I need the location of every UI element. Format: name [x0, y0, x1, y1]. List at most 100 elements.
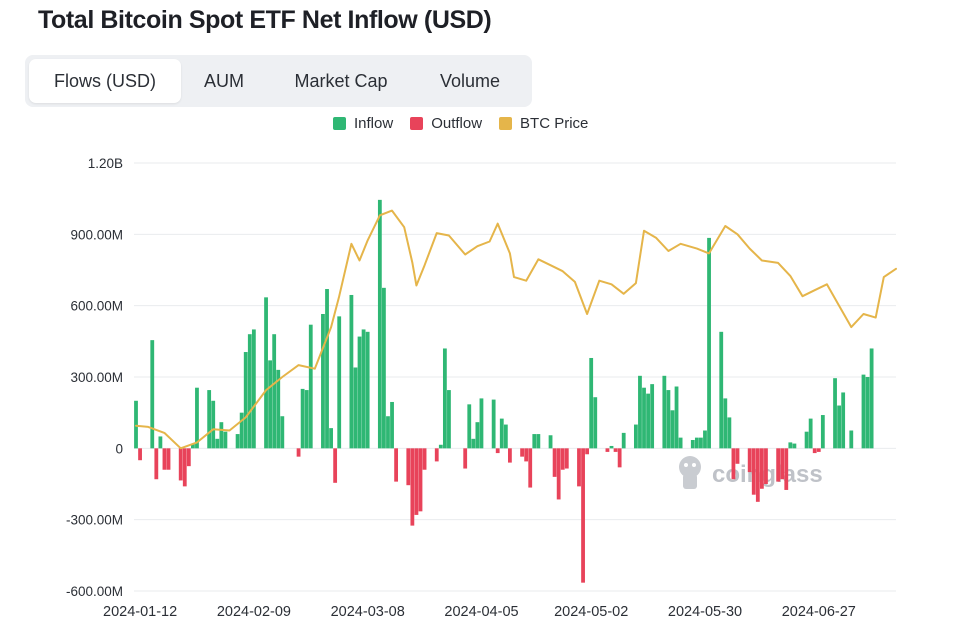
inflow-bar[interactable]	[471, 438, 476, 449]
inflow-bar[interactable]	[638, 375, 642, 449]
inflow-bar[interactable]	[191, 443, 195, 449]
outflow-bar[interactable]	[759, 448, 764, 489]
inflow-bar[interactable]	[678, 437, 683, 449]
inflow-bar[interactable]	[308, 324, 313, 449]
inflow-bar[interactable]	[353, 367, 358, 449]
inflow-bar[interactable]	[723, 398, 728, 449]
inflow-bar[interactable]	[195, 387, 199, 449]
inflow-bar[interactable]	[674, 386, 679, 449]
inflow-bar[interactable]	[382, 287, 386, 449]
inflow-bar[interactable]	[662, 375, 667, 449]
inflow-bar[interactable]	[703, 430, 707, 449]
outflow-bar[interactable]	[564, 448, 569, 469]
outflow-bar[interactable]	[755, 448, 760, 502]
inflow-bar[interactable]	[666, 390, 671, 449]
inflow-bar[interactable]	[690, 440, 695, 449]
inflow-bar[interactable]	[442, 348, 447, 449]
outflow-bar[interactable]	[617, 448, 622, 468]
inflow-bar[interactable]	[589, 357, 594, 449]
legend-inflow[interactable]: Inflow	[333, 115, 393, 132]
outflow-bar[interactable]	[613, 448, 618, 452]
inflow-bar[interactable]	[808, 418, 813, 449]
inflow-bar[interactable]	[438, 444, 443, 449]
inflow-bar[interactable]	[694, 437, 699, 449]
inflow-bar[interactable]	[503, 424, 508, 449]
outflow-bar[interactable]	[585, 448, 590, 455]
outflow-bar[interactable]	[552, 448, 557, 477]
inflow-bar[interactable]	[264, 297, 268, 449]
inflow-bar[interactable]	[325, 289, 329, 449]
legend-outflow[interactable]: Outflow	[410, 115, 482, 132]
outflow-bar[interactable]	[508, 448, 512, 463]
inflow-bar[interactable]	[621, 432, 626, 449]
outflow-bar[interactable]	[556, 448, 561, 500]
inflow-bar[interactable]	[239, 412, 244, 449]
inflow-bar[interactable]	[361, 329, 366, 449]
inflow-bar[interactable]	[865, 377, 870, 449]
inflow-bar[interactable]	[650, 384, 655, 449]
tab-aum[interactable]: AUM	[204, 71, 244, 91]
inflow-bar[interactable]	[215, 438, 220, 449]
inflow-bar[interactable]	[841, 392, 846, 449]
inflow-bar[interactable]	[365, 331, 370, 449]
inflow-bar[interactable]	[670, 410, 675, 449]
inflow-bar[interactable]	[536, 434, 541, 449]
outflow-bar[interactable]	[178, 448, 183, 481]
inflow-bar[interactable]	[390, 401, 394, 449]
inflow-bar[interactable]	[386, 416, 390, 449]
outflow-bar[interactable]	[812, 448, 817, 454]
inflow-bar[interactable]	[532, 434, 537, 449]
outflow-bar[interactable]	[154, 448, 159, 480]
inflow-bar[interactable]	[134, 400, 138, 449]
outflow-bar[interactable]	[735, 448, 740, 464]
outflow-bar[interactable]	[422, 448, 427, 470]
btc-price-line[interactable]	[135, 209, 897, 450]
inflow-bar[interactable]	[820, 415, 825, 449]
inflow-bar[interactable]	[321, 313, 325, 449]
inflow-bar[interactable]	[280, 416, 285, 449]
inflow-bar[interactable]	[223, 431, 228, 449]
inflow-bar[interactable]	[276, 369, 281, 449]
inflow-bar[interactable]	[499, 418, 504, 449]
legend-btc-price[interactable]: BTC Price	[499, 115, 588, 132]
inflow-bar[interactable]	[593, 397, 598, 449]
outflow-bar[interactable]	[528, 448, 533, 488]
inflow-bar[interactable]	[158, 436, 163, 449]
outflow-bar[interactable]	[162, 448, 167, 470]
outflow-bar[interactable]	[581, 448, 585, 583]
outflow-bar[interactable]	[495, 448, 500, 454]
inflow-bar[interactable]	[861, 374, 866, 449]
outflow-bar[interactable]	[186, 448, 191, 467]
tab-market-cap[interactable]: Market Cap	[294, 71, 388, 91]
outflow-bar[interactable]	[418, 448, 423, 512]
outflow-bar[interactable]	[333, 448, 338, 483]
outflow-bar[interactable]	[780, 448, 785, 480]
inflow-bar[interactable]	[329, 428, 333, 449]
inflow-bar[interactable]	[792, 443, 797, 449]
outflow-bar[interactable]	[463, 448, 468, 469]
inflow-bar[interactable]	[837, 405, 841, 449]
inflow-bar[interactable]	[247, 334, 252, 449]
outflow-bar[interactable]	[816, 448, 821, 452]
inflow-bar[interactable]	[833, 378, 837, 449]
inflow-bar[interactable]	[243, 352, 248, 449]
outflow-bar[interactable]	[410, 448, 415, 526]
outflow-bar[interactable]	[166, 448, 171, 470]
outflow-bar[interactable]	[406, 448, 411, 486]
outflow-bar[interactable]	[605, 448, 610, 452]
inflow-bar[interactable]	[869, 348, 874, 449]
outflow-bar[interactable]	[524, 448, 529, 462]
inflow-bar[interactable]	[479, 398, 484, 449]
outflow-bar[interactable]	[784, 448, 789, 490]
inflow-bar[interactable]	[211, 400, 216, 449]
tab-flows[interactable]: Flows (USD)	[29, 59, 181, 103]
outflow-bar[interactable]	[296, 448, 301, 457]
outflow-bar[interactable]	[731, 448, 736, 480]
inflow-bar[interactable]	[699, 437, 703, 449]
inflow-bar[interactable]	[633, 424, 638, 449]
inflow-bar[interactable]	[788, 442, 793, 449]
inflow-bar[interactable]	[349, 294, 354, 449]
outflow-bar[interactable]	[560, 448, 565, 470]
inflow-bar[interactable]	[235, 434, 240, 449]
tab-volume[interactable]: Volume	[439, 71, 501, 91]
